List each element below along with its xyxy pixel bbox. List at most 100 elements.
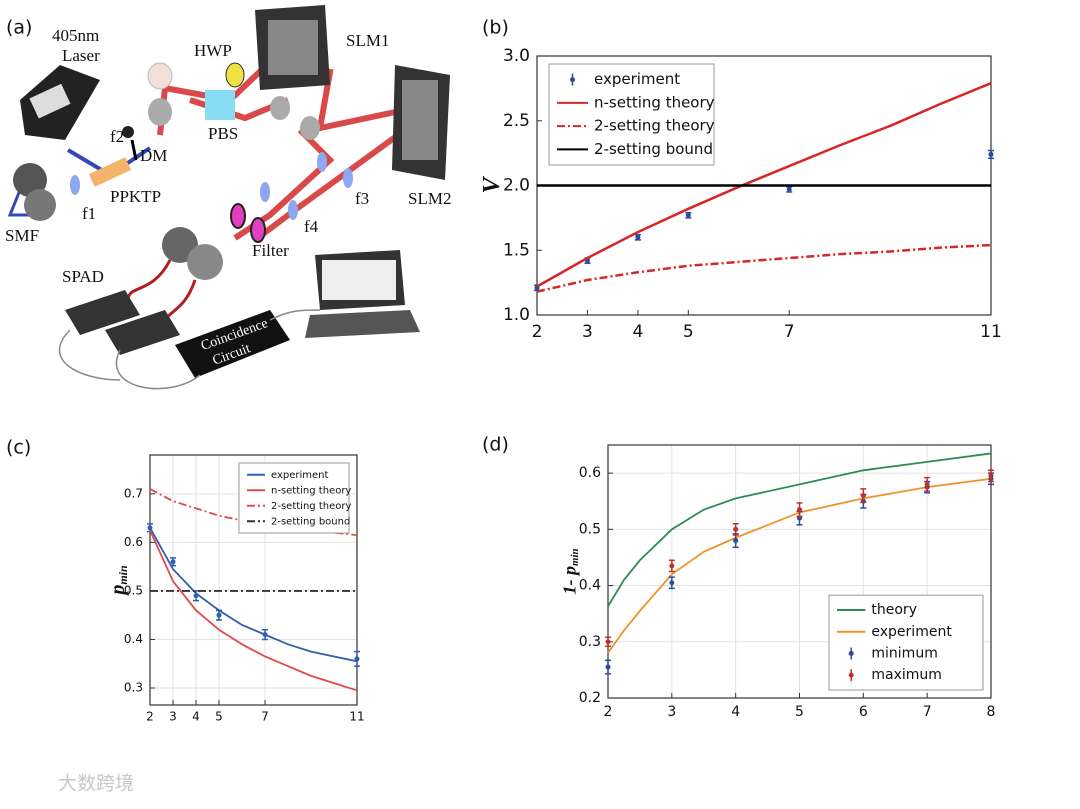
x-tick-label: 3 <box>169 710 177 724</box>
diagram-label: f4 <box>304 217 319 236</box>
plot-frame <box>607 444 992 699</box>
legend-box <box>548 63 715 166</box>
legend-label: 2-setting bound <box>594 140 713 158</box>
x-tick-label: 2 <box>604 704 613 720</box>
diagram-label: PPKTP <box>110 187 161 206</box>
y-tick-label: 0.7 <box>124 486 143 500</box>
data-point <box>797 507 802 513</box>
watermark: 大数跨境 <box>58 773 134 795</box>
data-point <box>147 525 153 531</box>
data-point <box>216 612 222 618</box>
series-line <box>607 452 992 607</box>
y-tick-label: 0.4 <box>124 632 143 646</box>
data-point <box>733 526 739 532</box>
series-line <box>607 477 992 654</box>
y-axis-label: V <box>478 176 504 194</box>
data-point <box>262 632 268 638</box>
panel-label: (c) <box>6 437 31 459</box>
panel-label: (d) <box>482 434 509 456</box>
x-tick-label: 2 <box>532 322 543 342</box>
legend-label: 2-setting theory <box>271 501 351 512</box>
y-tick-label: 3.0 <box>503 46 530 66</box>
diagram-label: SPAD <box>62 267 104 286</box>
y-axis-label-main: p <box>106 585 128 597</box>
x-tick-label: 7 <box>923 704 932 720</box>
data-point <box>170 559 176 565</box>
diagram-label: HWP <box>194 41 232 60</box>
x-tick-label: 4 <box>731 704 740 720</box>
setup-diagram: 405nm Laser HWP SLM1 PBS f2 DM PPKTP f1 … <box>5 5 451 390</box>
y-tick-label: 0.5 <box>579 521 601 537</box>
legend-label: 2-setting theory <box>594 117 715 135</box>
legend-swatch <box>848 650 854 656</box>
series-line <box>149 527 358 663</box>
diagram-label: DM <box>140 146 167 165</box>
x-tick-label: 5 <box>683 322 694 342</box>
diagram-label: f3 <box>355 189 369 208</box>
data-point <box>988 151 994 157</box>
x-tick-label: 6 <box>859 704 868 720</box>
y-axis-label-sub: min <box>116 565 130 585</box>
x-tick-label: 11 <box>349 710 364 724</box>
diagram-label: f1 <box>82 204 96 223</box>
series-line <box>536 82 992 288</box>
y-axis-label-sub: min <box>570 549 582 566</box>
plot-frame <box>149 454 358 706</box>
data-point <box>733 538 739 544</box>
panel-label: (a) <box>6 17 32 39</box>
x-tick-label: 4 <box>192 710 200 724</box>
diagram-label: PBS <box>208 124 238 143</box>
data-point <box>988 473 994 479</box>
diagram-label: Filter <box>252 241 289 260</box>
series-line <box>149 529 358 692</box>
legend-swatch <box>848 672 854 678</box>
diagram-label: SLM1 <box>346 31 389 50</box>
y-tick-label: 0.6 <box>579 465 601 481</box>
data-point <box>354 656 360 662</box>
y-axis-label: 1- pmin <box>560 549 582 595</box>
diagram-label: SLM2 <box>408 189 451 208</box>
data-point <box>605 664 611 670</box>
x-tick-label: 8 <box>987 704 996 720</box>
legend-swatch <box>570 77 575 83</box>
data-point <box>635 234 641 240</box>
y-tick-label: 0.5 <box>124 583 143 597</box>
legend-label: experiment <box>871 624 952 640</box>
y-tick-label: 0.3 <box>124 681 143 695</box>
y-tick-label: 2.0 <box>503 176 530 196</box>
x-tick-label: 2 <box>146 710 154 724</box>
legend-label: n-setting theory <box>271 485 351 496</box>
y-axis-label-main: V <box>478 176 504 194</box>
x-tick-label: 5 <box>795 704 804 720</box>
data-point <box>669 563 675 569</box>
panel-label: (b) <box>482 17 509 39</box>
y-tick-label: 0.6 <box>124 535 143 549</box>
diagram-label: f2 <box>110 127 124 146</box>
data-point <box>860 493 866 499</box>
y-tick-label: 0.2 <box>579 690 601 706</box>
diagram-label: SMF <box>5 226 39 245</box>
x-tick-label: 3 <box>582 322 593 342</box>
y-tick-label: 0.4 <box>579 578 601 594</box>
legend-label: 2-setting bound <box>271 516 350 527</box>
data-point <box>605 639 611 645</box>
legend-label: experiment <box>271 470 329 481</box>
x-tick-label: 5 <box>215 710 223 724</box>
data-point <box>685 212 691 218</box>
y-axis-label: pmin <box>106 565 129 597</box>
x-tick-label: 11 <box>980 322 1002 342</box>
legend-label: theory <box>871 602 917 618</box>
y-tick-label: 2.5 <box>503 111 530 131</box>
data-point <box>193 593 199 599</box>
data-point <box>786 186 792 192</box>
diagram-label: 405nm <box>52 26 99 45</box>
legend-label: experiment <box>594 70 680 88</box>
legend-label: maximum <box>871 667 942 683</box>
diagram-label: Laser <box>62 46 100 65</box>
x-tick-label: 3 <box>667 704 676 720</box>
y-tick-label: 1.0 <box>503 305 530 325</box>
data-point <box>669 580 675 586</box>
series-line <box>536 243 992 293</box>
y-tick-label: 0.3 <box>579 634 601 650</box>
